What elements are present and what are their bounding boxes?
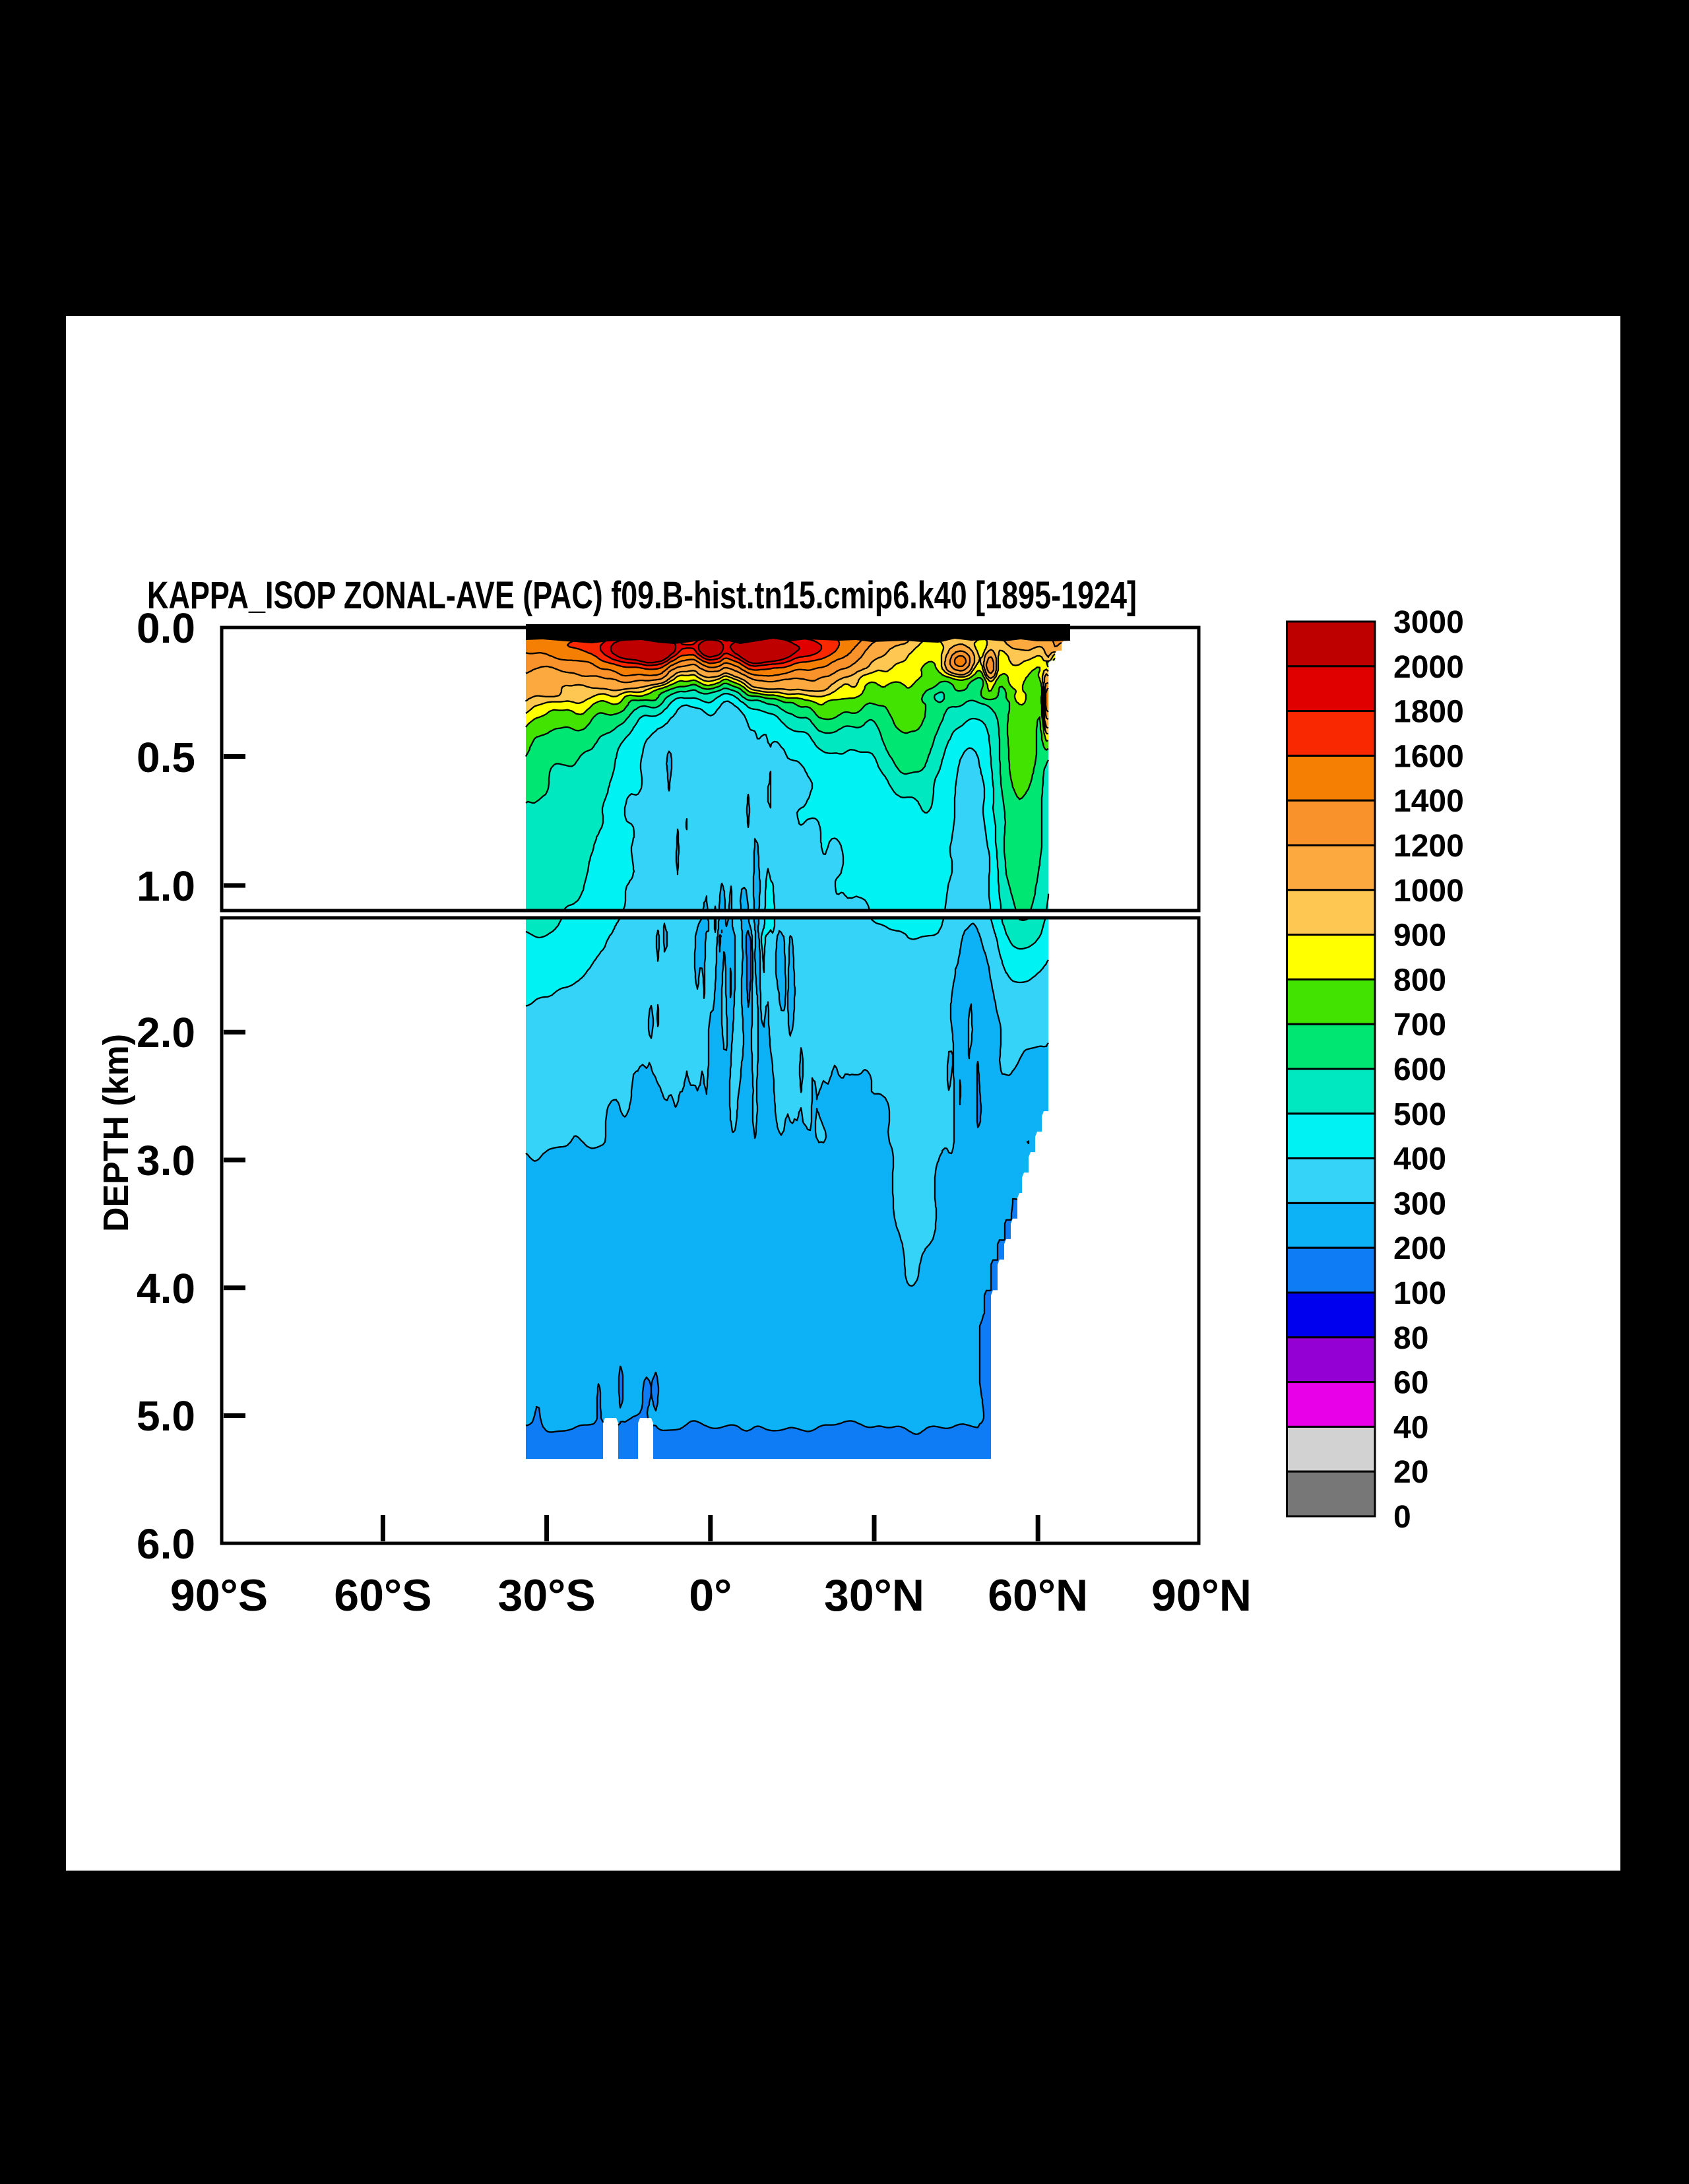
svg-text:20: 20 <box>1393 1455 1428 1490</box>
svg-text:2.0: 2.0 <box>137 1009 195 1056</box>
svg-text:1.0: 1.0 <box>137 862 195 910</box>
svg-text:4.0: 4.0 <box>137 1265 195 1312</box>
svg-text:60°N: 60°N <box>988 1570 1088 1621</box>
svg-text:200: 200 <box>1393 1231 1446 1266</box>
svg-text:80: 80 <box>1393 1321 1428 1356</box>
svg-text:2000: 2000 <box>1393 650 1464 685</box>
svg-text:600: 600 <box>1393 1052 1446 1087</box>
svg-text:300: 300 <box>1393 1186 1446 1221</box>
svg-text:5.0: 5.0 <box>137 1392 195 1440</box>
svg-text:30°N: 30°N <box>824 1570 924 1621</box>
svg-text:KAPPA_ISOP ZONAL-AVE (PAC) f09: KAPPA_ISOP ZONAL-AVE (PAC) f09.B-hist.tn… <box>147 574 1137 617</box>
svg-text:500: 500 <box>1393 1097 1446 1132</box>
svg-text:900: 900 <box>1393 918 1446 953</box>
svg-text:6.0: 6.0 <box>137 1520 195 1568</box>
svg-text:100: 100 <box>1393 1276 1446 1311</box>
svg-text:3000: 3000 <box>1393 605 1464 640</box>
svg-text:60: 60 <box>1393 1366 1428 1401</box>
svg-text:0.0: 0.0 <box>137 604 195 652</box>
svg-text:0.5: 0.5 <box>137 734 195 781</box>
svg-text:DEPTH (km): DEPTH (km) <box>96 1034 136 1232</box>
svg-text:700: 700 <box>1393 1008 1446 1043</box>
svg-text:1800: 1800 <box>1393 695 1464 730</box>
svg-text:90°S: 90°S <box>170 1570 268 1621</box>
svg-text:30°S: 30°S <box>498 1570 596 1621</box>
svg-text:40: 40 <box>1393 1410 1428 1445</box>
svg-text:800: 800 <box>1393 963 1446 998</box>
svg-text:1000: 1000 <box>1393 874 1464 909</box>
svg-text:400: 400 <box>1393 1142 1446 1177</box>
svg-text:1600: 1600 <box>1393 739 1464 774</box>
svg-text:0°: 0° <box>689 1570 732 1621</box>
svg-text:1400: 1400 <box>1393 784 1464 819</box>
svg-text:3.0: 3.0 <box>137 1137 195 1184</box>
svg-text:60°S: 60°S <box>334 1570 431 1621</box>
svg-text:0: 0 <box>1393 1500 1411 1535</box>
svg-text:90°N: 90°N <box>1151 1570 1252 1621</box>
svg-text:1200: 1200 <box>1393 829 1464 864</box>
